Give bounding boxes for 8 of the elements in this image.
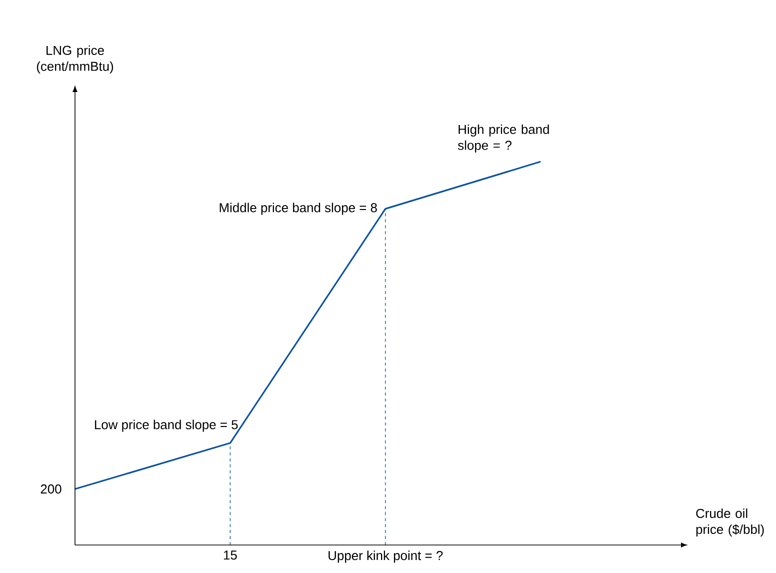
text: LNG price (cent/mmBtu) [36, 45, 114, 74]
x-axis-title: Crude oil price ($/bbl) [696, 508, 764, 537]
text: High price band slope = ? [458, 124, 549, 152]
annotation: Middle price band slope = 8 [220, 202, 377, 215]
x-tick-label: 15 [224, 550, 237, 560]
annotation: Low price band slope = 5 [95, 420, 238, 432]
text: 200 [40, 484, 62, 494]
x-tick-label: Upper kink point = ? [328, 550, 443, 563]
